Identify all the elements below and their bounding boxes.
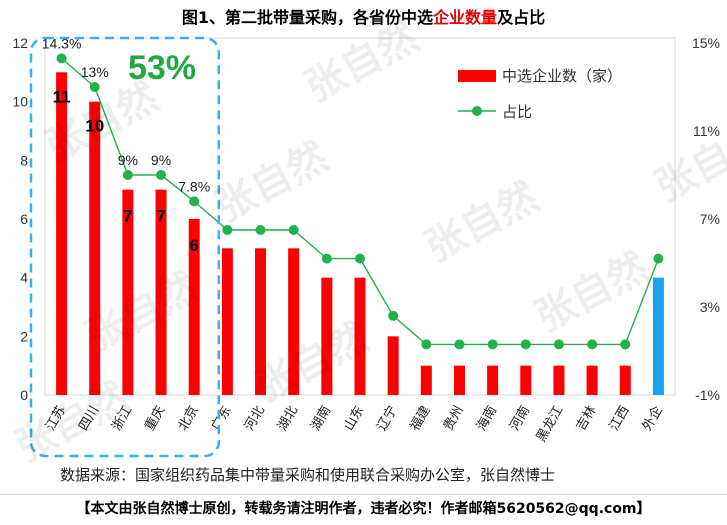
x-tick-label: 北京 [176,404,202,434]
line-point [56,53,67,64]
x-tick-label: 黑龙江 [534,404,566,445]
x-tick-label: 广东 [209,404,235,434]
y-left-tick-label: 6 [20,211,28,227]
x-tick-label: 浙江 [109,404,135,434]
x-tick-label: 湖北 [275,404,301,434]
title-part-1: 图1、第二批带量采购，各省份中选 [181,8,434,27]
line-point [156,170,167,180]
x-tick-label: 贵州 [441,404,467,434]
line-point [222,225,233,235]
bar [255,248,267,395]
line-point [587,339,598,350]
y-right-tick-label: 15% [692,35,720,51]
title-part-3: 及占比 [497,8,546,27]
x-tick-label: 湖南 [307,403,334,434]
bar [288,248,300,395]
line-point [288,225,299,235]
bar [122,189,134,395]
bar [453,365,465,395]
copyright-footer: 【本文由张自然博士原创，转载务请注明作者，违者必究！作者邮箱5620562@qq… [0,494,727,523]
x-tick-label: 重庆 [142,403,169,434]
annotation-share-total: 53% [128,49,196,87]
bar [354,277,366,395]
x-tick-label: 河南 [506,403,533,434]
y-left-tick-label: 4 [20,270,28,286]
x-tick-label: 海南 [473,403,500,434]
bar [652,277,664,395]
line-point [189,196,200,207]
bar [155,189,167,395]
bar-data-label: 7 [123,207,132,226]
line-point [421,339,432,350]
line-data-label: 14.3% [42,35,82,51]
bar [387,336,399,395]
legend-swatch-marker [472,106,482,116]
y-left-tick-label: 10 [12,94,28,110]
x-tick-label: 福建 [408,404,434,434]
chart-title: 图1、第二批带量采购，各省份中选企业数量及占比 [0,4,727,28]
y-left-tick-label: 2 [20,328,28,344]
line-data-label: 7.8% [178,178,210,194]
x-tick-label: 江苏 [42,403,69,434]
bar [321,277,333,395]
x-tick-label: 河北 [242,404,268,434]
data-source-note: 数据来源：国家组织药品集中带量采购和使用联合采购办公室，张自然博士 [60,466,556,484]
legend-label-line: 占比 [502,103,532,121]
y-left-tick-label: 0 [20,387,28,403]
bar-data-label: 7 [156,207,165,226]
chart-canvas: 0 2 4 6 8 10 12 -1% 3% 7% 11% 15% 江苏 四川 浙江 重庆 北京 广东 河北 湖北 湖南… [12,35,720,458]
bar [188,219,200,395]
bar [221,248,233,395]
y-right-tick-label: 3% [700,299,720,315]
bar [553,365,565,395]
x-tick-label: 吉林 [574,404,600,434]
y-right-tick-label: 7% [700,211,720,227]
x-tick-label: 四川 [76,404,102,434]
x-tick-label: 山东 [341,404,367,434]
bar [89,101,101,396]
line-point [89,82,100,92]
bar-data-label: 10 [85,117,104,136]
line-point [620,339,631,350]
line-point [255,225,266,235]
line-data-label: 9% [151,152,171,168]
y-right-tick-label: 11% [693,123,720,139]
highlight-box [29,36,221,458]
line-data-label: 9% [118,152,138,168]
line-point [355,253,365,264]
bar-data-label: 6 [189,236,198,255]
bar [487,365,499,395]
bar [619,365,631,395]
bar-data-label: 11 [53,87,71,106]
line-point [454,339,465,350]
y-left-tick-label: 12 [12,35,28,51]
line-point [653,253,664,264]
line-point [122,170,133,180]
bar [586,365,598,395]
line-point [388,310,399,321]
x-tick-label: 辽宁 [374,403,401,434]
bar [520,365,532,395]
bar [56,72,68,395]
y-left-tick-label: 8 [20,152,28,168]
x-tick-label: 江西 [607,404,633,434]
x-tick-label: 外企 [639,403,666,434]
line-point [321,253,332,264]
line-data-label: 13% [81,64,109,80]
legend-label-bar: 中选企业数（家） [502,67,622,85]
legend-swatch-bar [458,70,496,82]
bar [420,365,432,395]
line-point [487,339,498,350]
line-point [520,339,531,350]
title-part-highlight: 企业数量 [433,8,498,27]
line-point [553,339,564,350]
y-right-tick-label: -1% [695,387,720,403]
